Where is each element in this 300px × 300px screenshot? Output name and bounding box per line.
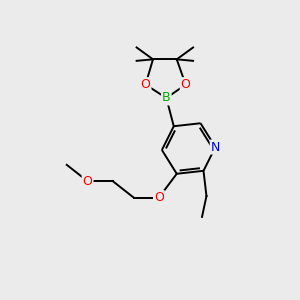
Text: B: B: [162, 92, 171, 104]
Text: O: O: [154, 191, 164, 204]
Text: N: N: [211, 140, 220, 154]
Text: O: O: [141, 78, 151, 91]
Text: O: O: [82, 175, 92, 188]
Text: O: O: [181, 78, 190, 91]
